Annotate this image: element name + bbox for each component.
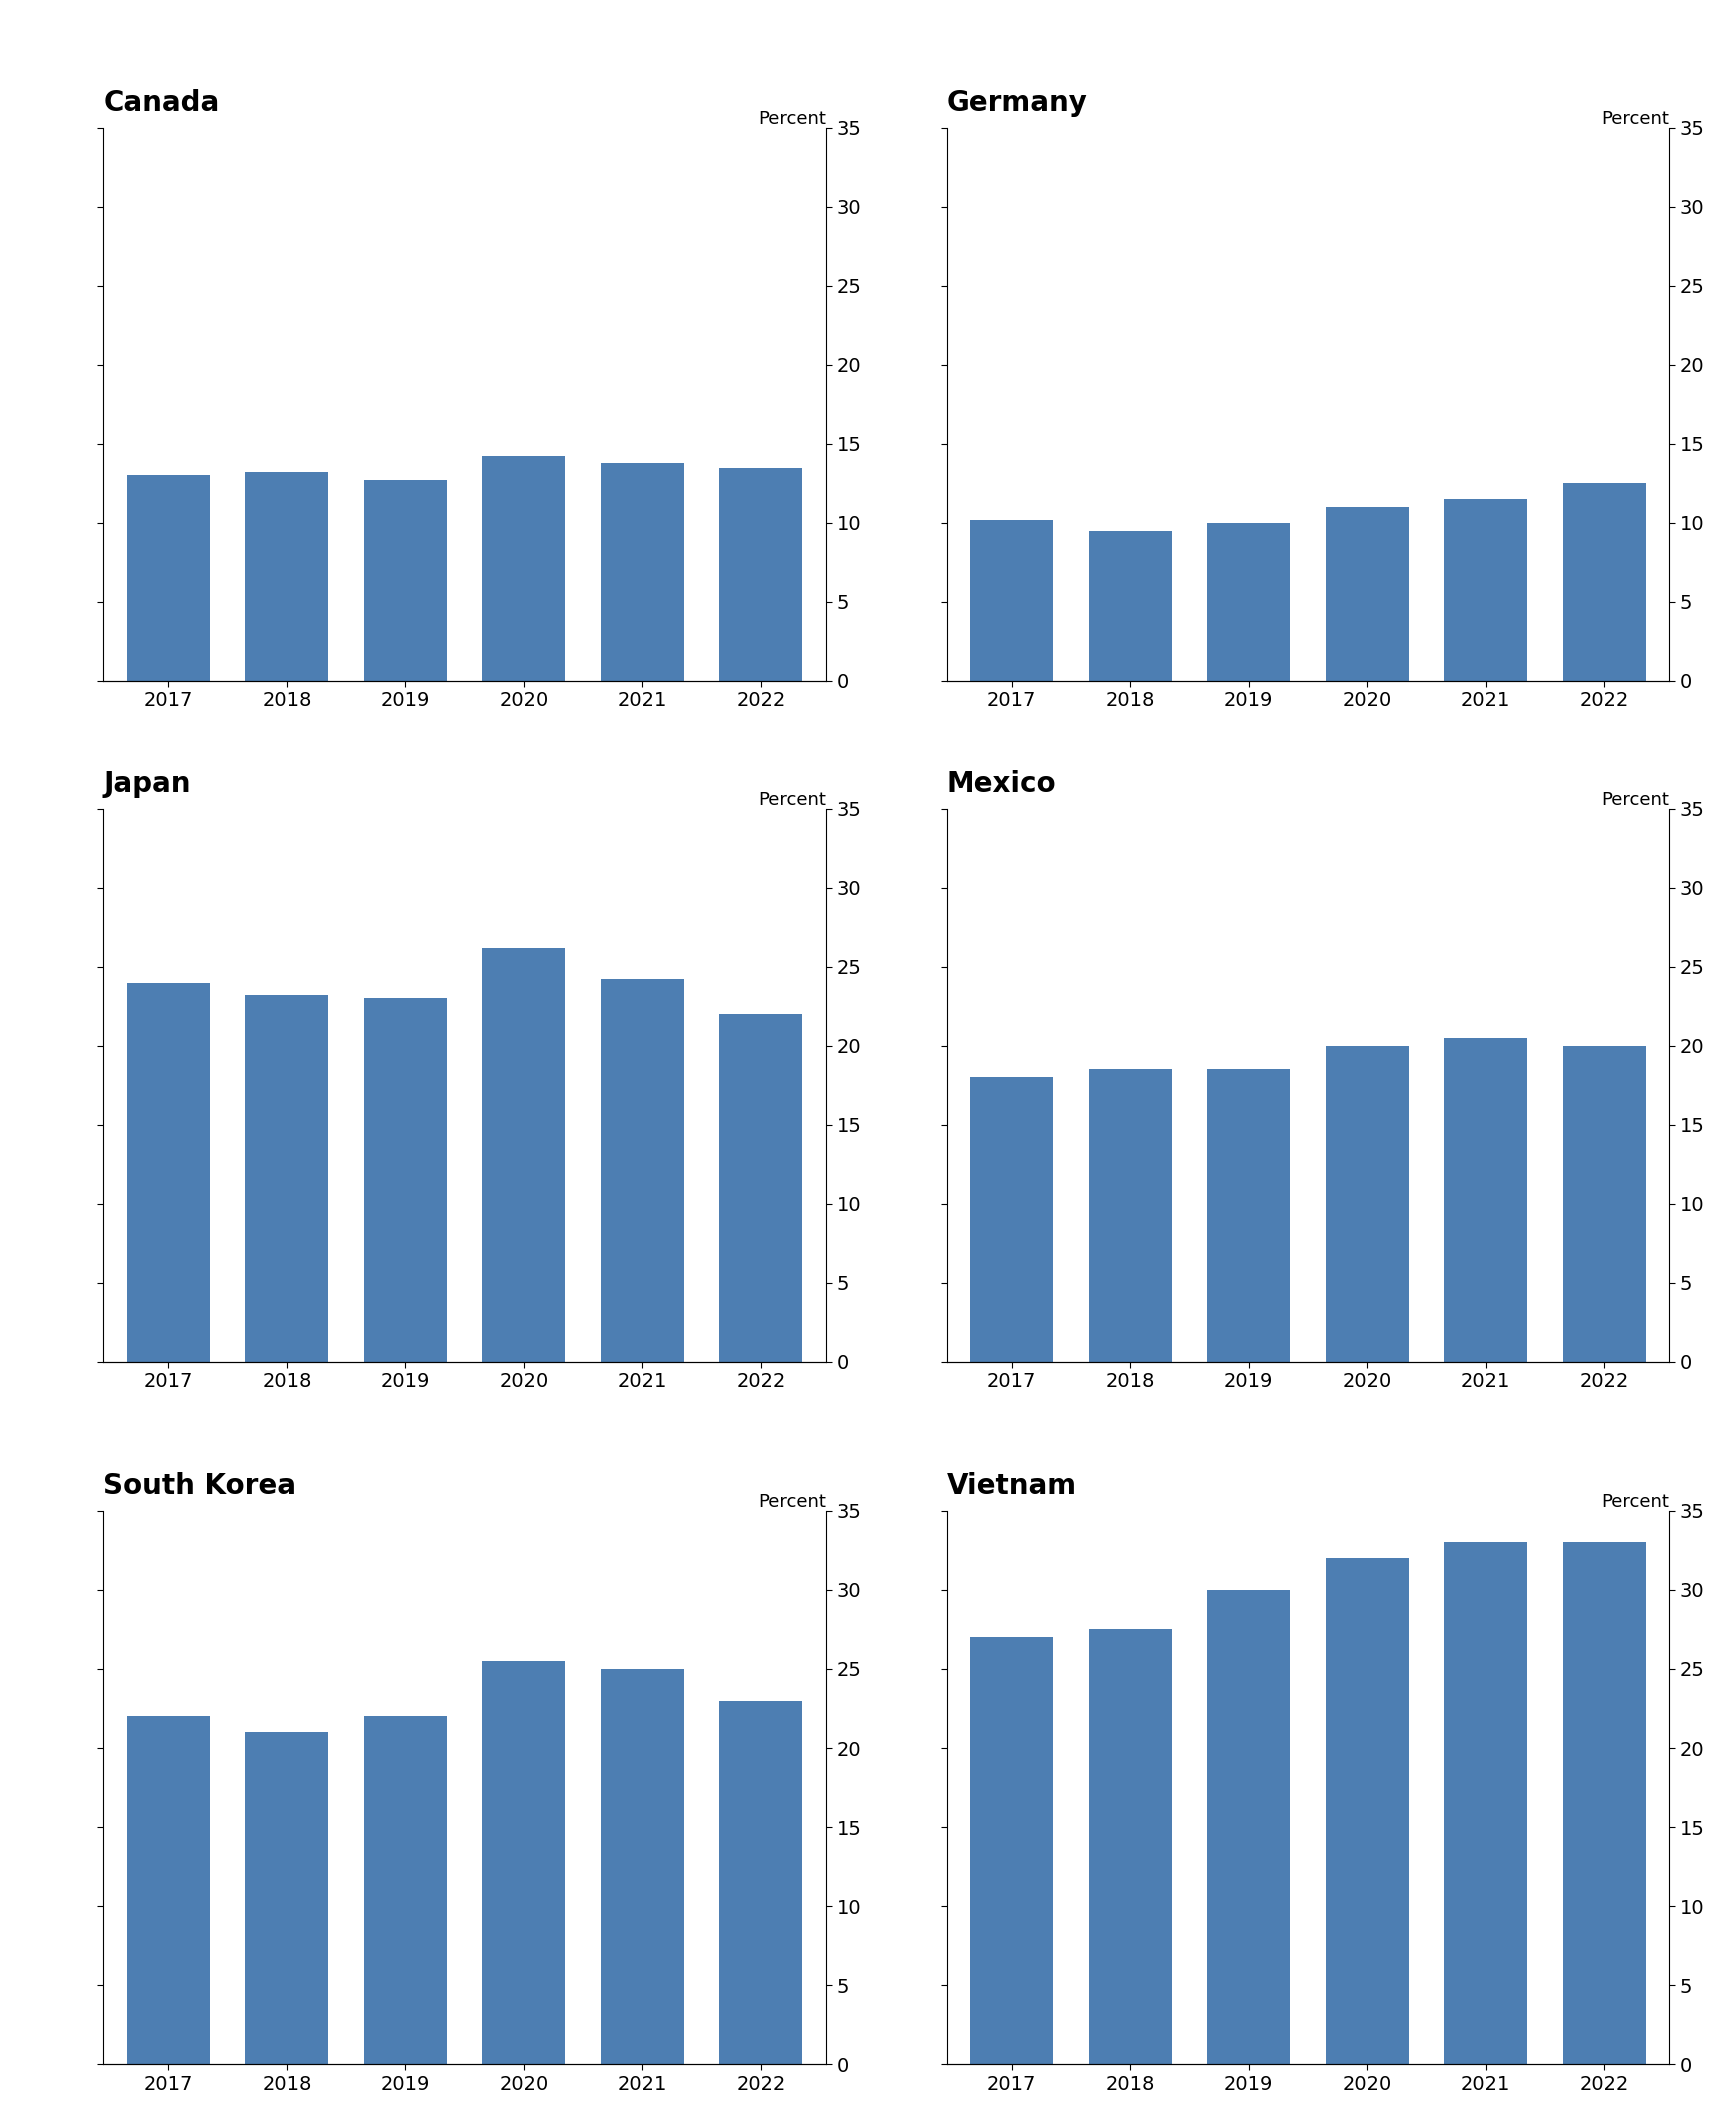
Text: Percent: Percent [1602, 111, 1669, 128]
Text: Percent: Percent [1602, 792, 1669, 809]
Bar [1206, 1070, 1291, 1362]
Text: Germany: Germany [947, 89, 1088, 117]
Bar [601, 979, 683, 1362]
Bar [482, 458, 566, 681]
Bar [482, 947, 566, 1362]
Bar [482, 1662, 566, 2064]
Bar [1089, 1630, 1172, 2064]
Bar [1089, 530, 1172, 681]
Bar [719, 1015, 802, 1362]
Bar [1325, 1045, 1409, 1362]
Text: Canada: Canada [103, 89, 220, 117]
Text: Japan: Japan [103, 770, 191, 798]
Bar [127, 1717, 210, 2064]
Bar [246, 996, 329, 1362]
Bar [363, 1717, 447, 2064]
Bar [1563, 1045, 1645, 1362]
Bar [363, 481, 447, 681]
Bar [1444, 500, 1527, 681]
Bar [246, 472, 329, 681]
Bar [601, 1668, 683, 2064]
Text: Vietnam: Vietnam [947, 1473, 1077, 1500]
Bar [1206, 1590, 1291, 2064]
Bar [127, 475, 210, 681]
Bar [1444, 1038, 1527, 1362]
Bar [363, 998, 447, 1362]
Bar [1089, 1070, 1172, 1362]
Text: South Korea: South Korea [103, 1473, 296, 1500]
Bar [1206, 523, 1291, 681]
Bar [719, 468, 802, 681]
Text: Percent: Percent [759, 111, 826, 128]
Bar [1325, 1558, 1409, 2064]
Bar [971, 1636, 1053, 2064]
Bar [127, 983, 210, 1362]
Bar [1444, 1543, 1527, 2064]
Bar [719, 1700, 802, 2064]
Bar [1325, 506, 1409, 681]
Text: Percent: Percent [759, 792, 826, 809]
Bar [601, 462, 683, 681]
Text: Percent: Percent [1602, 1494, 1669, 1511]
Bar [246, 1732, 329, 2064]
Text: Percent: Percent [759, 1494, 826, 1511]
Bar [971, 1077, 1053, 1362]
Text: Mexico: Mexico [947, 770, 1057, 798]
Bar [1563, 483, 1645, 681]
Bar [971, 519, 1053, 681]
Bar [1563, 1543, 1645, 2064]
